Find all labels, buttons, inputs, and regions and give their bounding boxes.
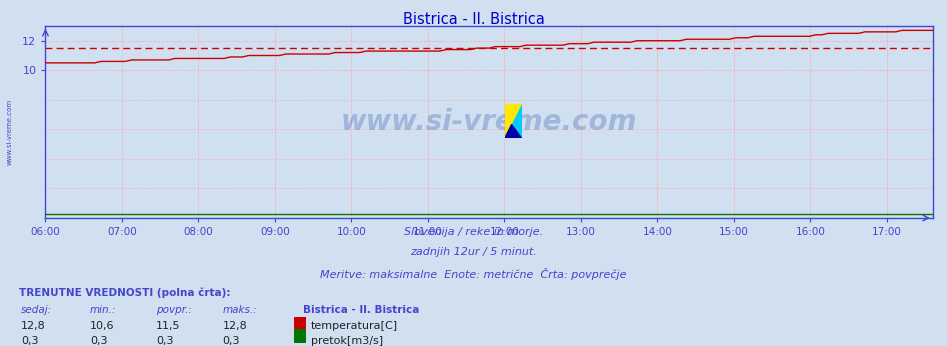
- Text: www.si-vreme.com: www.si-vreme.com: [341, 108, 637, 136]
- Polygon shape: [505, 104, 522, 138]
- Polygon shape: [505, 125, 522, 138]
- Text: 11,5: 11,5: [156, 321, 181, 331]
- Text: sedaj:: sedaj:: [21, 305, 52, 315]
- Text: min.:: min.:: [90, 305, 116, 315]
- Polygon shape: [505, 104, 522, 138]
- Text: www.si-vreme.com: www.si-vreme.com: [7, 98, 12, 165]
- Text: 0,3: 0,3: [156, 336, 173, 346]
- Text: temperatura[C]: temperatura[C]: [311, 321, 398, 331]
- Text: Bistrica - Il. Bistrica: Bistrica - Il. Bistrica: [303, 305, 420, 315]
- Text: 10,6: 10,6: [90, 321, 115, 331]
- Text: 12,8: 12,8: [21, 321, 45, 331]
- Text: Slovenija / reke in morje.: Slovenija / reke in morje.: [404, 227, 543, 237]
- Text: TRENUTNE VREDNOSTI (polna črta):: TRENUTNE VREDNOSTI (polna črta):: [19, 287, 230, 298]
- Text: Meritve: maksimalne  Enote: metrične  Črta: povprečje: Meritve: maksimalne Enote: metrične Črta…: [320, 268, 627, 280]
- Text: 0,3: 0,3: [21, 336, 38, 346]
- Text: pretok[m3/s]: pretok[m3/s]: [311, 336, 383, 346]
- Text: povpr.:: povpr.:: [156, 305, 192, 315]
- Text: zadnjih 12ur / 5 minut.: zadnjih 12ur / 5 minut.: [410, 247, 537, 257]
- Text: 0,3: 0,3: [90, 336, 107, 346]
- Text: 0,3: 0,3: [223, 336, 240, 346]
- Text: Bistrica - Il. Bistrica: Bistrica - Il. Bistrica: [402, 12, 545, 27]
- Text: 12,8: 12,8: [223, 321, 247, 331]
- Text: maks.:: maks.:: [223, 305, 258, 315]
